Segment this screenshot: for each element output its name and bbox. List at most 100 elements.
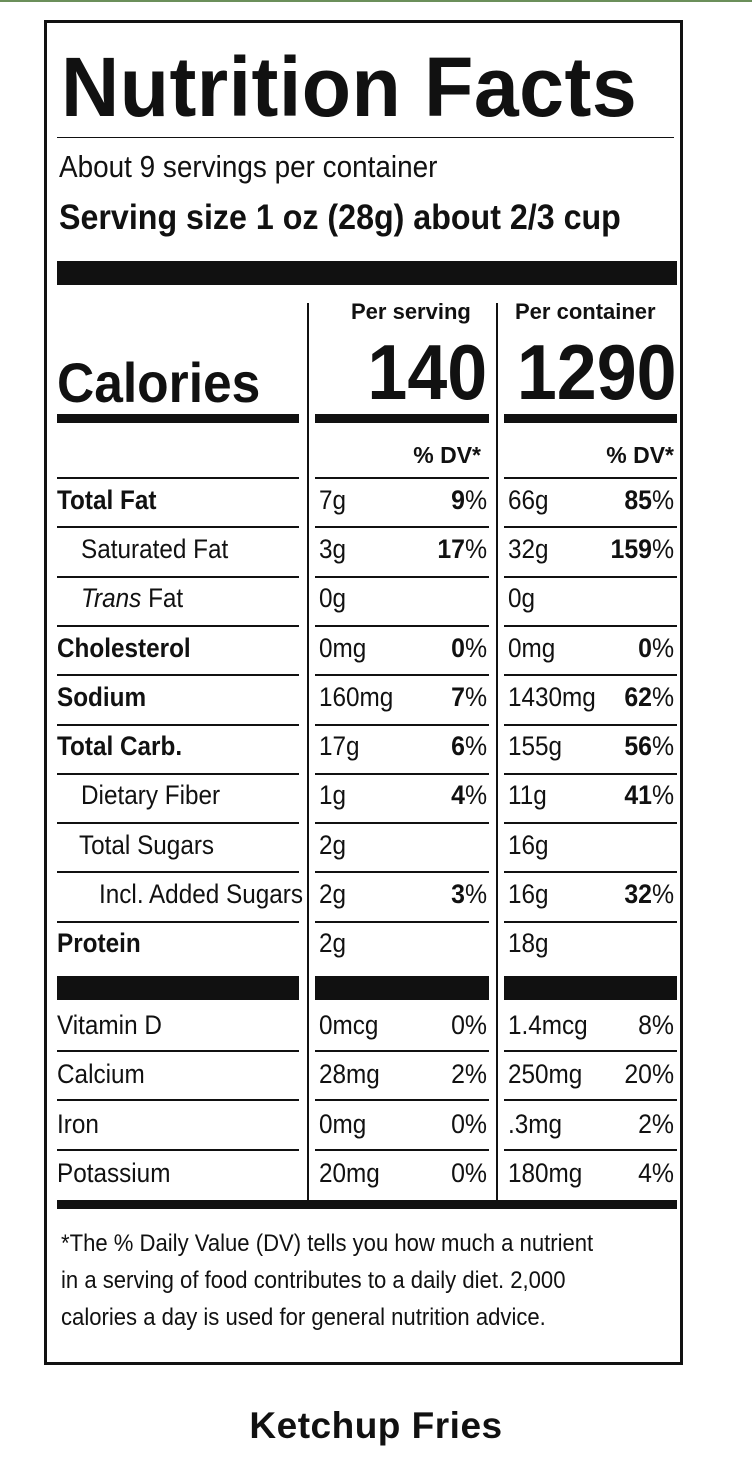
serving-dv: 2% [451,1059,487,1090]
divider [57,137,674,138]
serving-amount: 0mcg [319,1009,379,1040]
serving-amount: 160mg [319,681,394,712]
dv-value: 0 [451,632,465,663]
per-serving-header: Per serving [351,299,471,324]
dv-value: 85 [624,484,652,515]
row-divider [315,723,489,726]
dv-value: 62 [624,681,652,712]
nutrient-label-italic: Trans [81,583,142,614]
serving-amount: 1g [319,780,347,811]
container-amount: 0g [508,583,536,614]
nutrition-facts-title: Nutrition Facts [61,40,638,134]
serving-amount: 0mg [319,1108,367,1139]
row-divider [57,1049,299,1052]
percent-sign: % [464,632,487,663]
row-divider [504,1099,677,1101]
serving-dv: 4% [451,780,487,811]
percent-sign: % [651,731,674,762]
row-divider [57,920,299,923]
dv-value: 0 [638,632,652,663]
nutrient-label: Dietary Fiber [81,780,221,811]
container-amount: 11g [508,780,547,811]
percent-sign: % [464,484,487,515]
dv-value: 56 [624,731,652,762]
container-dv: 4% [638,1158,674,1189]
container-amount: 180mg [508,1158,583,1189]
container-amount: .3mg [508,1108,563,1139]
row-divider [57,822,299,825]
row-divider [504,723,677,726]
row-divider [57,772,299,775]
row-divider [315,1099,489,1101]
row-divider [504,674,677,677]
serving-amount: 17g [319,731,360,762]
container-amount: 18g [508,928,549,959]
row-divider [57,723,299,726]
nutrient-label: Sodium [57,681,147,712]
dv-value: 6 [451,731,465,762]
row-divider [315,1049,489,1052]
container-amount: 0mg [508,632,556,663]
serving-amount: 0mg [319,632,367,663]
percent-sign: % [464,780,487,811]
column-divider-left [307,303,309,1206]
serving-dv: 0% [451,1009,487,1040]
container-dv: 8% [638,1009,674,1040]
row-divider [504,1148,677,1151]
row-divider [315,1148,489,1151]
nutrient-label: Cholesterol [57,632,191,663]
vitamin-section-bar [57,976,299,1000]
nutrient-label: Saturated Fat [81,533,229,564]
dv-value: 159 [610,533,652,564]
percent-sign: % [651,533,674,564]
row-divider [315,477,489,479]
container-dv: 85% [624,485,674,516]
percent-sign: % [464,681,487,712]
container-dv: 20% [624,1059,674,1090]
container-dv: 56% [624,731,674,762]
dv-value: 3 [451,879,465,910]
nutrient-label: Incl. Added Sugars [99,879,303,910]
row-divider [57,674,299,677]
percent-sign: % [651,632,674,663]
serving-dv: 3% [451,879,487,910]
servings-per-container: About 9 servings per container [59,149,438,184]
percent-sign: % [464,879,487,910]
dv-value: 4 [451,780,465,811]
serving-amount: 3g [319,533,347,564]
serving-dv: 0% [451,1108,487,1139]
percent-sign: % [651,879,674,910]
nutrient-label: Total Fat [57,484,157,515]
row-divider [57,1099,299,1101]
row-divider [504,920,677,923]
serving-amount: 0g [319,583,347,614]
row-divider [315,822,489,825]
calories-per-container: 1290 [517,328,677,416]
row-divider [504,871,677,874]
container-amount: 66g [508,484,549,515]
serving-amount: 2g [319,928,347,959]
container-amount: 16g [508,879,549,910]
serving-dv: 17% [437,534,487,565]
row-divider [504,624,677,627]
serving-dv: 0% [451,1158,487,1189]
per-container-header: Per container [515,299,656,324]
vitamin-section-bar [315,976,489,1000]
row-divider [315,674,489,677]
container-amount: 32g [508,533,549,564]
serving-dv: 0% [451,633,487,664]
row-divider [315,575,489,578]
serving-amount: 28mg [319,1059,380,1090]
container-amount: 16g [508,829,549,860]
container-dv: 32% [624,879,674,910]
nutrient-label: Trans Fat [81,583,183,614]
column-divider-right [496,303,498,1206]
serving-amount: 2g [319,829,347,860]
percent-sign: % [651,780,674,811]
serving-dv: 7% [451,682,487,713]
nutrient-label: Total Carb. [57,731,183,762]
row-divider [57,477,299,479]
dv-header-container: % DV* [606,442,674,468]
row-divider [504,575,677,578]
row-divider [57,624,299,627]
